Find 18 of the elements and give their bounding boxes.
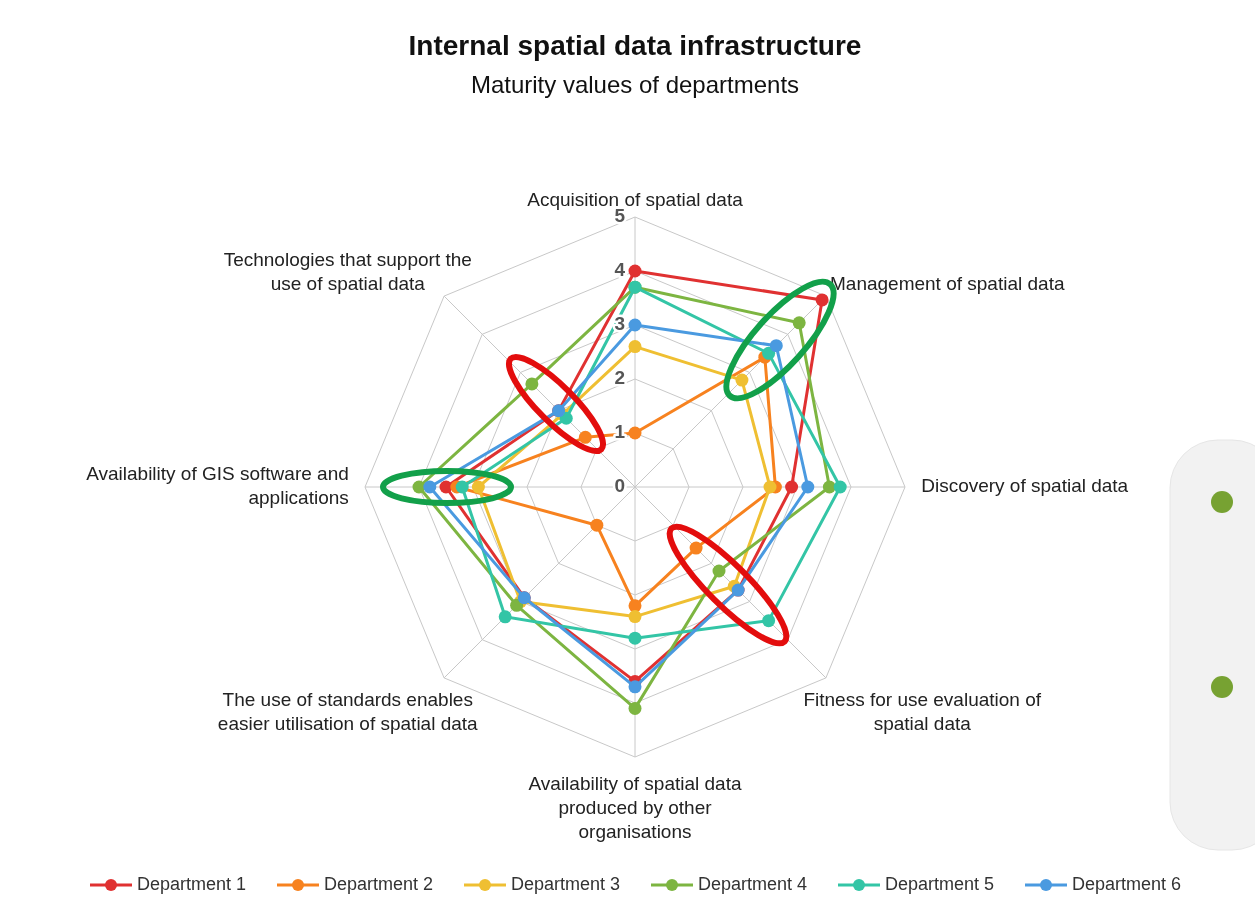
spoke-label: Technologies that support the use of spatial data — [223, 248, 472, 294]
spoke-label: Availability of spatial data produced by other organisations — [528, 773, 742, 843]
y-tick-label: 2 — [614, 367, 625, 389]
legend-label: Department 1 — [137, 873, 247, 894]
spoke-label: Fitness for use evaluation of spatial data — [803, 689, 1042, 735]
legend-label: Department 2 — [324, 873, 434, 894]
y-tick-label: 4 — [614, 259, 626, 281]
y-tick-label: 0 — [614, 475, 625, 497]
spoke-label: Availability of GIS software and applications — [86, 463, 349, 509]
spoke-label: Management of spatial data — [830, 272, 1065, 294]
spoke-label: Discovery of spatial data — [921, 475, 1129, 497]
legend-label: Department 5 — [885, 873, 995, 894]
legend-label: Department 6 — [1072, 873, 1182, 894]
spoke-label: The use of standards enables easier utilisation of spatial data — [217, 689, 479, 735]
legend-label: Department 3 — [511, 873, 621, 894]
chart-title: Internal spatial data infrastructure — [408, 30, 862, 62]
legend-label: Department 4 — [698, 873, 808, 894]
chart-subtitle: Maturity values of departments — [470, 71, 800, 99]
